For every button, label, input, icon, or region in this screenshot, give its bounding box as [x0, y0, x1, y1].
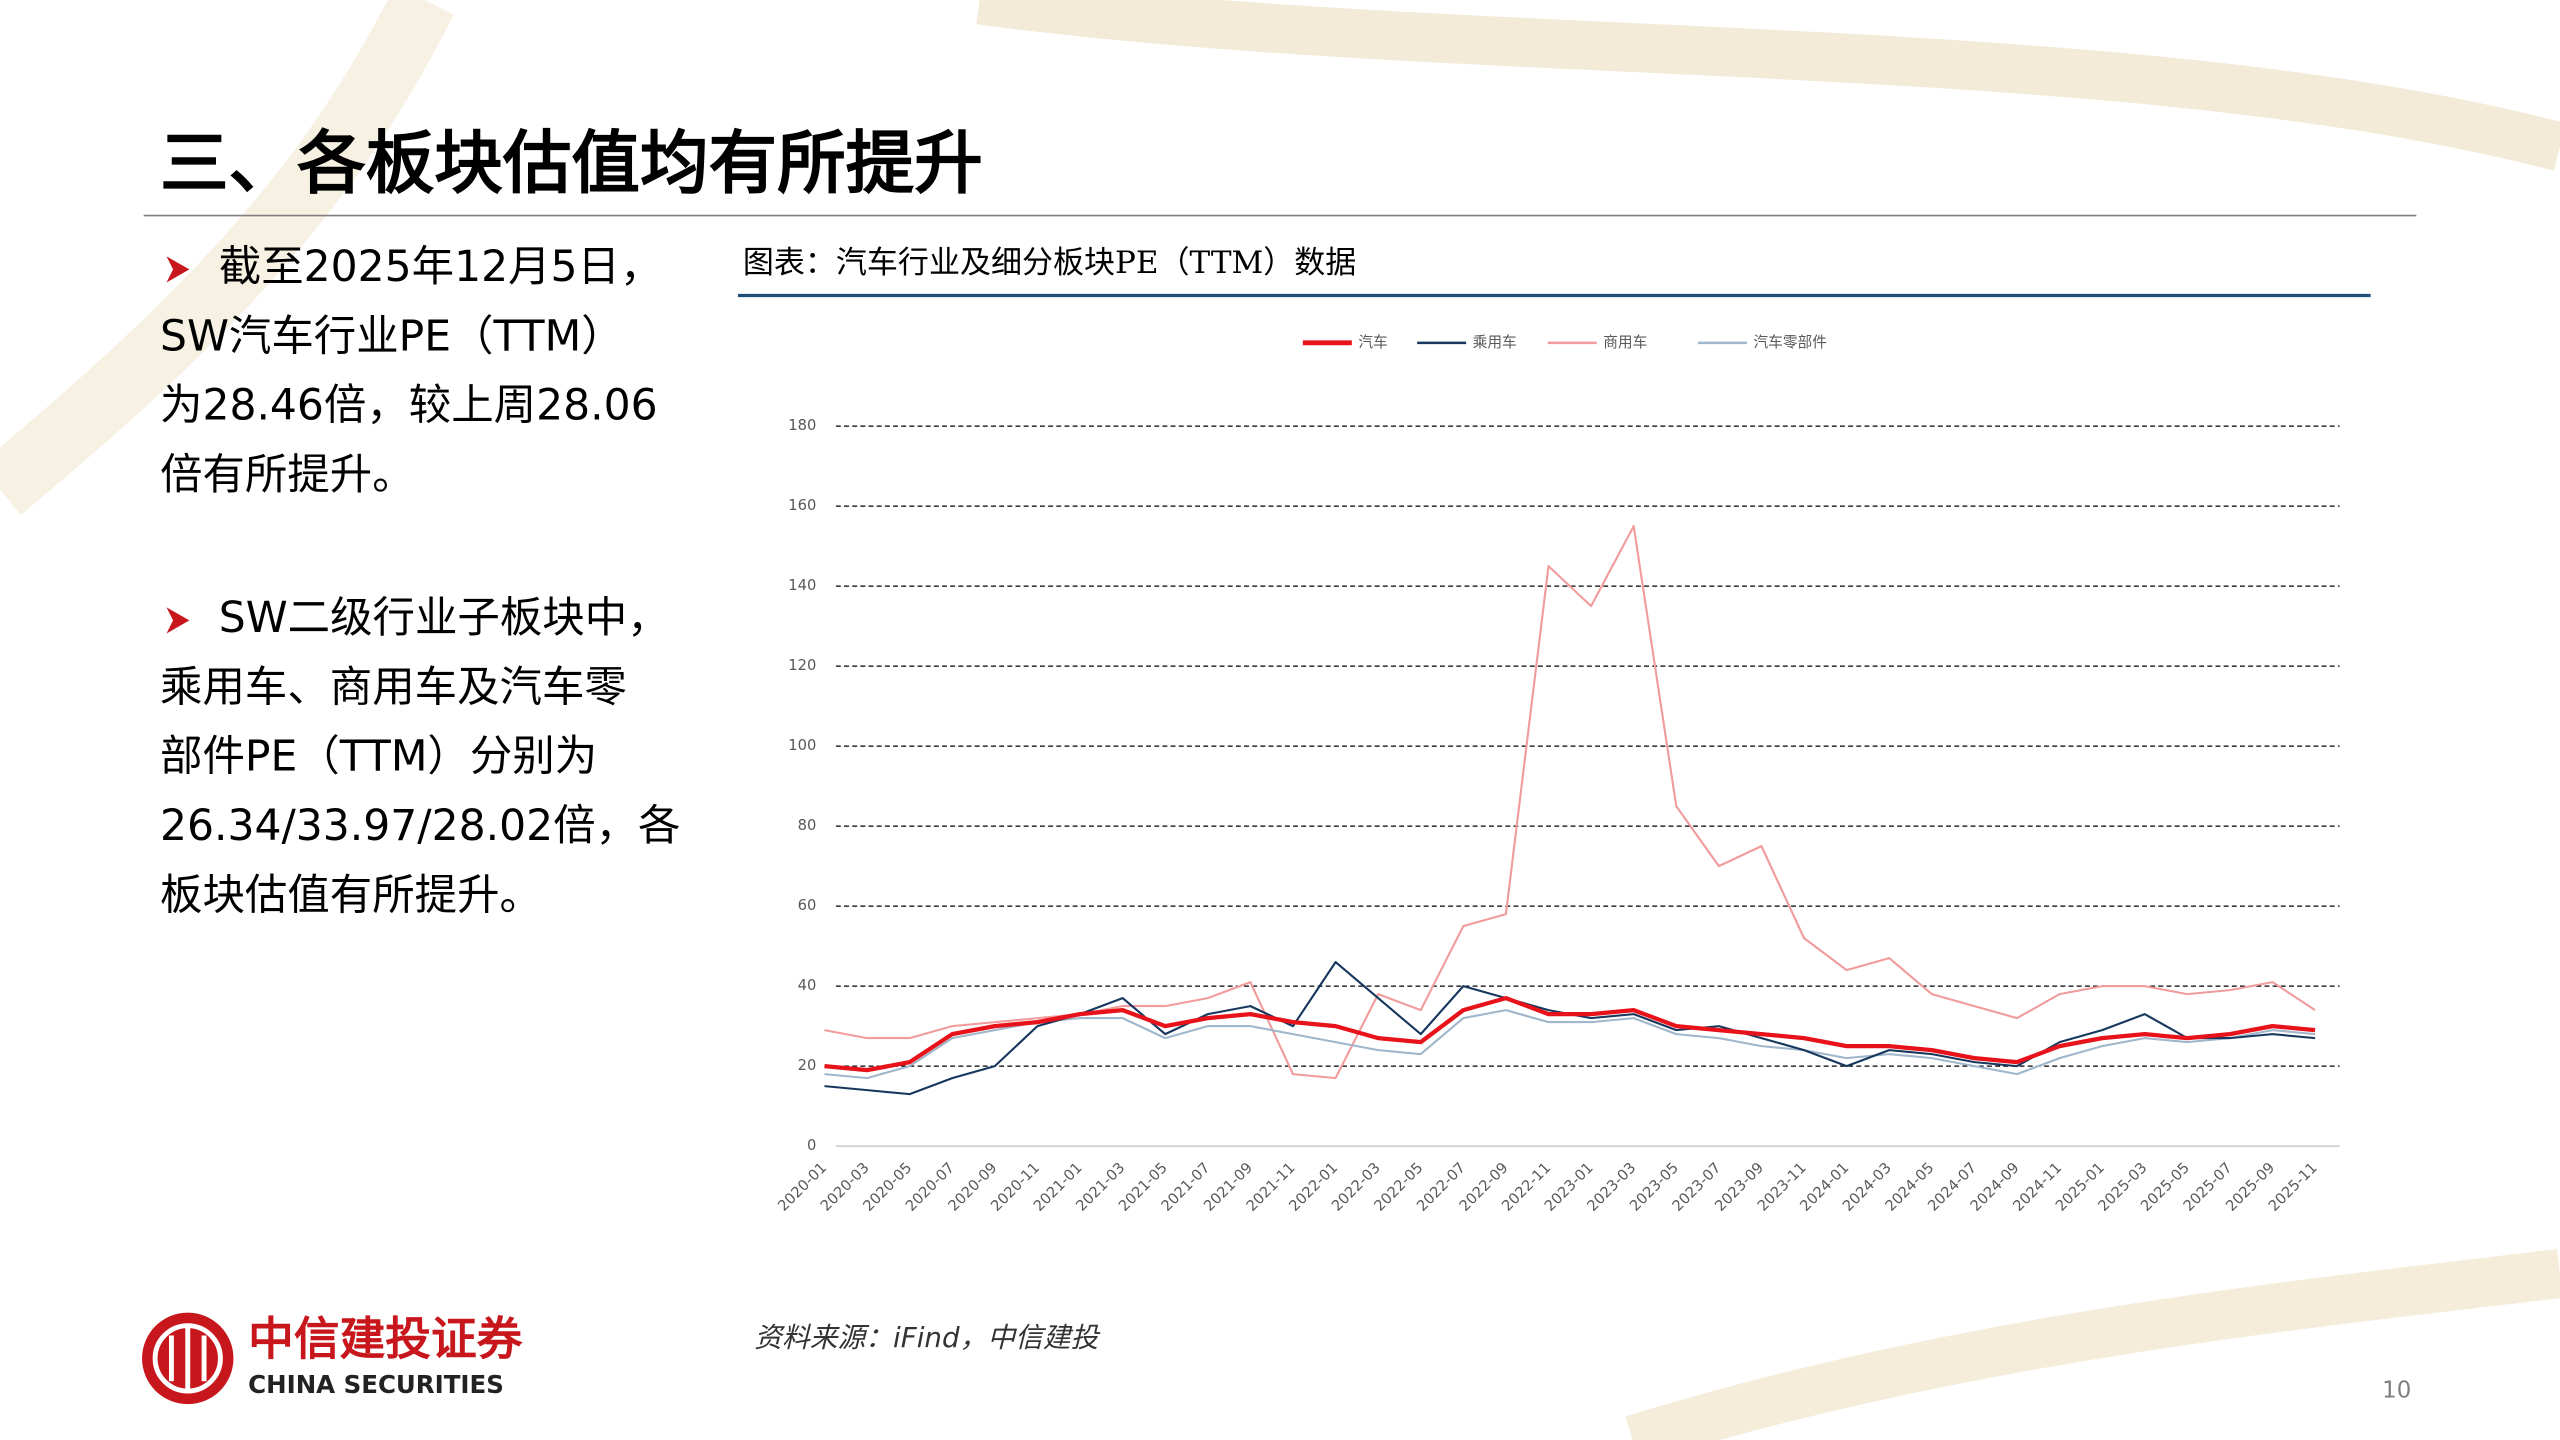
bullet-marker — [166, 256, 190, 283]
page-number: 10 — [2382, 1378, 2411, 1404]
logo-cn: 中信建投证券 — [248, 1313, 524, 1366]
bullet-text: SW二级行业子板块中， — [219, 594, 670, 643]
logo-mark — [168, 1325, 207, 1392]
y-tick-label: 20 — [798, 1057, 817, 1074]
slide-title: 三、各板块估值均有所提升 — [160, 124, 983, 204]
bullet-text: 截至2025年12月5日， — [219, 243, 663, 292]
bullet-text: 乘用车、商用车及汽车零 — [160, 663, 627, 712]
bullet-text: 为28.46倍，较上周28.06 — [160, 382, 658, 431]
decor — [1625, 1249, 2560, 1440]
bullet-text: 26.34/33.97/28.02倍，各 — [160, 802, 680, 851]
series-line — [824, 1009, 2316, 1080]
y-tick-label: 140 — [788, 577, 816, 594]
legend-label: 汽车零部件 — [1753, 334, 1826, 351]
y-tick-label: 60 — [798, 897, 817, 914]
bullet-text: SW汽车行业PE（TTM） — [160, 312, 624, 361]
series-line — [824, 525, 2316, 1080]
bullet-text: 倍有所提升。 — [160, 451, 415, 500]
y-tick-label: 100 — [788, 737, 816, 754]
y-tick-label: 40 — [798, 977, 817, 994]
y-tick-label: 0 — [807, 1137, 816, 1154]
decor — [976, 0, 2560, 171]
chart-title: 图表：汽车行业及细分板块PE（TTM）数据 — [743, 245, 1356, 281]
bullet-marker — [166, 607, 190, 634]
source: 资料来源：iFind，中信建投 — [754, 1321, 1100, 1354]
logo-en: CHINA SECURITIES — [248, 1370, 504, 1399]
legend-label: 乘用车 — [1473, 334, 1517, 351]
y-tick-label: 180 — [788, 417, 816, 434]
y-tick-label: 80 — [798, 817, 817, 834]
y-tick-label: 160 — [788, 497, 816, 514]
bullet-text: 板块估值有所提升。 — [160, 871, 542, 920]
series-line — [824, 961, 2316, 1096]
bullet-text: 部件PE（TTM）分别为 — [160, 733, 597, 782]
decor — [0, 0, 454, 515]
legend-label: 汽车 — [1358, 334, 1387, 351]
legend-label: 商用车 — [1603, 334, 1647, 351]
series-line — [824, 996, 2316, 1073]
y-tick-label: 120 — [788, 657, 816, 674]
